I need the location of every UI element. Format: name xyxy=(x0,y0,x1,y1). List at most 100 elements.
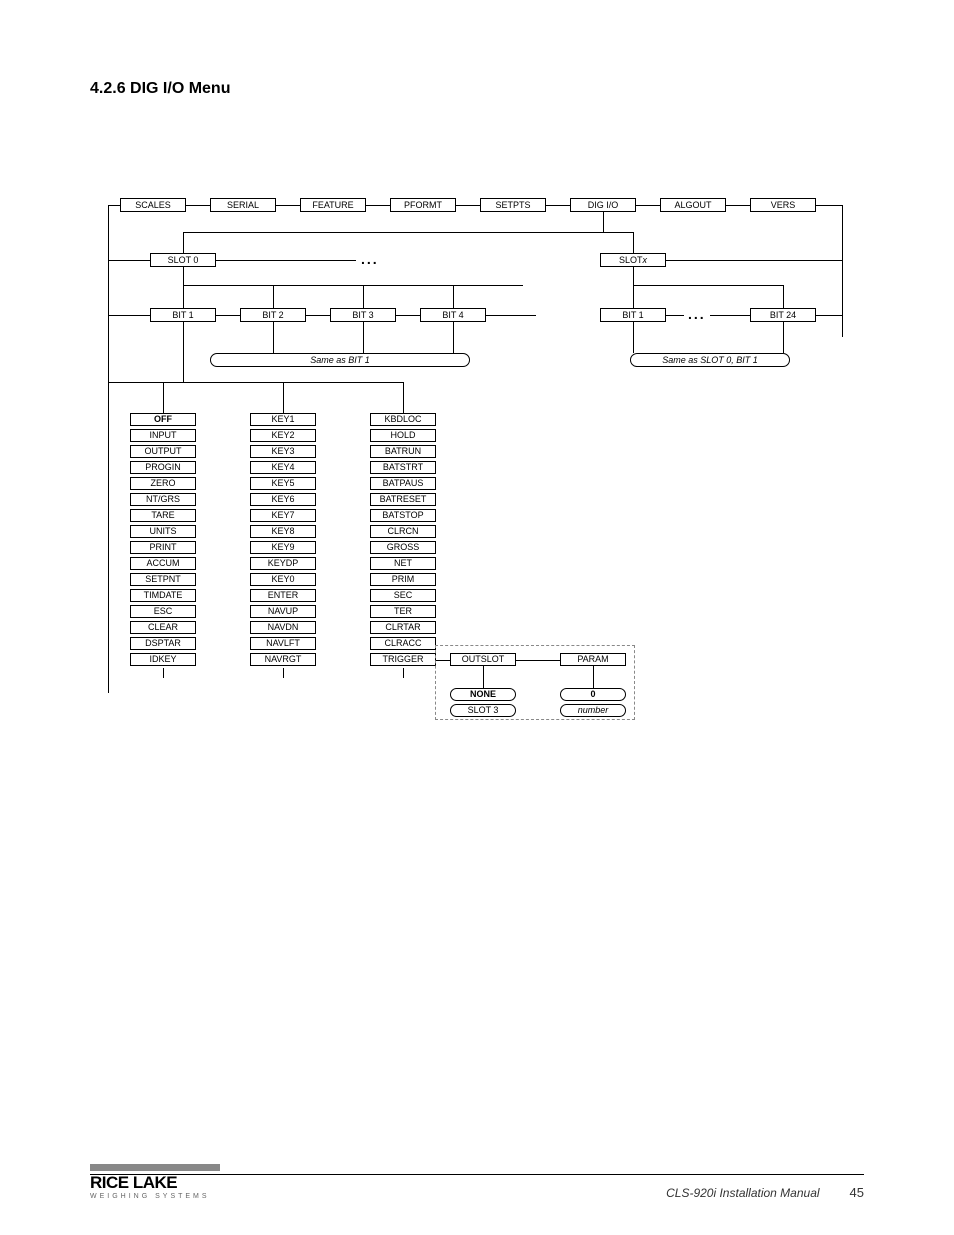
opt-zero: ZERO xyxy=(130,477,196,490)
opt-navdn: NAVDN xyxy=(250,621,316,634)
connector xyxy=(183,285,184,308)
opt-hold: HOLD xyxy=(370,429,436,442)
note-same-bit1: Same as BIT 1 xyxy=(210,353,470,367)
opt-idkey: IDKEY xyxy=(130,653,196,666)
opt-sec: SEC xyxy=(370,589,436,602)
connector xyxy=(666,315,684,316)
opt-key6: KEY6 xyxy=(250,493,316,506)
connector xyxy=(453,322,454,353)
opt-net: NET xyxy=(370,557,436,570)
connector xyxy=(273,322,274,353)
opt-batpaus: BATPAUS xyxy=(370,477,436,490)
top-menu-scales: SCALES xyxy=(120,198,186,212)
top-menu-vers: VERS xyxy=(750,198,816,212)
bit-4: BIT 4 xyxy=(420,308,486,322)
slot-x: SLOT x xyxy=(600,253,666,267)
top-menu-digio: DIG I/O xyxy=(570,198,636,212)
opt-key9: KEY9 xyxy=(250,541,316,554)
opt-navup: NAVUP xyxy=(250,605,316,618)
opt-dsptar: DSPTAR xyxy=(130,637,196,650)
opt-key7: KEY7 xyxy=(250,509,316,522)
opt-key5: KEY5 xyxy=(250,477,316,490)
top-menu-pformt: PFORMT xyxy=(390,198,456,212)
logo-bar xyxy=(90,1164,220,1171)
trigger-detail-group xyxy=(435,645,635,720)
top-menu-setpts: SETPTS xyxy=(480,198,546,212)
ellipsis: ... xyxy=(361,251,379,267)
opt-gross: GROSS xyxy=(370,541,436,554)
opt-batreset: BATRESET xyxy=(370,493,436,506)
opt-key1: KEY1 xyxy=(250,413,316,426)
section-heading: 4.2.6 DIG I/O Menu xyxy=(90,80,864,98)
connector xyxy=(283,668,284,678)
opt-navlft: NAVLFT xyxy=(250,637,316,650)
opt-clrtar: CLRTAR xyxy=(370,621,436,634)
connector xyxy=(183,285,523,286)
connector xyxy=(842,205,843,337)
opt-batrun: BATRUN xyxy=(370,445,436,458)
opt-navrgt: NAVRGT xyxy=(250,653,316,666)
opt-key4: KEY4 xyxy=(250,461,316,474)
opt-accum: ACCUM xyxy=(130,557,196,570)
opt-key2: KEY2 xyxy=(250,429,316,442)
bit-3: BIT 3 xyxy=(330,308,396,322)
connector xyxy=(108,315,150,316)
connector xyxy=(283,382,284,413)
page-footer: RICE LAKE WEIGHING SYSTEMS CLS-920i Inst… xyxy=(90,1164,864,1200)
company-logo: RICE LAKE WEIGHING SYSTEMS xyxy=(90,1164,220,1200)
connector xyxy=(710,315,750,316)
opt-trigger: TRIGGER xyxy=(370,653,436,666)
opt-esc: ESC xyxy=(130,605,196,618)
slotx-bit-1: BIT 1 xyxy=(600,308,666,322)
opt-ter: TER xyxy=(370,605,436,618)
bit-2: BIT 2 xyxy=(240,308,306,322)
page-number: 45 xyxy=(850,1185,864,1200)
top-menu-algout: ALGOUT xyxy=(660,198,726,212)
logo-subtitle: WEIGHING SYSTEMS xyxy=(90,1193,210,1200)
connector xyxy=(633,285,634,308)
connector xyxy=(633,322,634,353)
slot-0: SLOT 0 xyxy=(150,253,216,267)
opt-input: INPUT xyxy=(130,429,196,442)
opt-keydp: KEYDP xyxy=(250,557,316,570)
menu-diagram: SCALES SERIAL FEATURE PFORMT SETPTS DIG I/O AL… xyxy=(100,168,860,768)
opt-tare: TARE xyxy=(130,509,196,522)
top-menu-feature: FEATURE xyxy=(300,198,366,212)
connector xyxy=(633,232,634,253)
opt-clracc: CLRACC xyxy=(370,637,436,650)
top-menu-serial: SERIAL xyxy=(210,198,276,212)
opt-off: OFF xyxy=(130,413,196,426)
opt-batstop: BATSTOP xyxy=(370,509,436,522)
opt-progin: PROGIN xyxy=(130,461,196,474)
opt-prim: PRIM xyxy=(370,573,436,586)
ellipsis: ... xyxy=(688,306,706,322)
connector xyxy=(108,205,109,693)
opt-timdate: TIMDATE xyxy=(130,589,196,602)
connector xyxy=(108,382,183,383)
opt-batstrt: BATSTRT xyxy=(370,461,436,474)
opt-key3: KEY3 xyxy=(250,445,316,458)
connector xyxy=(783,285,784,308)
connector xyxy=(216,260,356,261)
connector xyxy=(783,322,784,353)
opt-enter: ENTER xyxy=(250,589,316,602)
connector xyxy=(363,322,364,353)
connector xyxy=(633,285,783,286)
opt-kbdloc: KBDLOC xyxy=(370,413,436,426)
opt-output: OUTPUT xyxy=(130,445,196,458)
opt-key0: KEY0 xyxy=(250,573,316,586)
opt-print: PRINT xyxy=(130,541,196,554)
connector xyxy=(108,260,150,261)
connector xyxy=(163,382,164,413)
slotx-bit-24: BIT 24 xyxy=(750,308,816,322)
connector xyxy=(273,285,274,308)
connector xyxy=(486,315,536,316)
opt-nt/grs: NT/GRS xyxy=(130,493,196,506)
connector xyxy=(363,285,364,308)
connector xyxy=(603,212,604,232)
connector xyxy=(183,232,184,253)
bit-1: BIT 1 xyxy=(150,308,216,322)
connector xyxy=(396,315,420,316)
connector xyxy=(183,267,184,285)
connector xyxy=(306,315,330,316)
